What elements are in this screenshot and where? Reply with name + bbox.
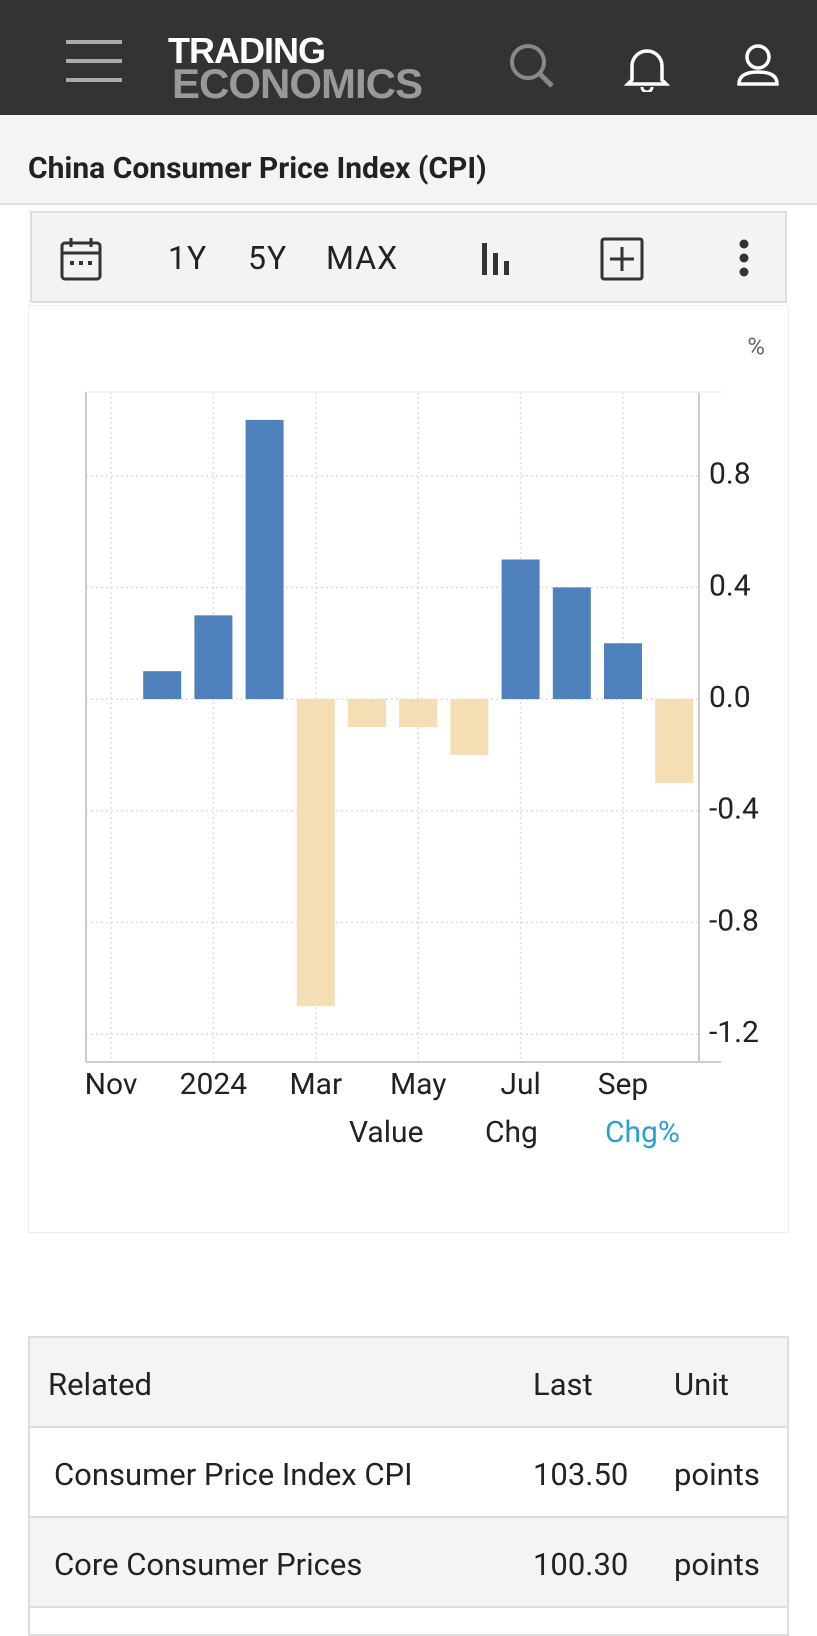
x-tick-label: Sep [598, 1067, 649, 1102]
y-tick-label: -0.8 [709, 903, 759, 938]
account-button[interactable] [736, 44, 780, 88]
legend-button[interactable]: Chg% [605, 1115, 680, 1150]
bar [604, 643, 642, 700]
unit-label: % [747, 332, 765, 360]
x-tick-label: Jul [500, 1067, 540, 1102]
page-title: China Consumer Price Index (CPI) [28, 151, 487, 186]
logo-bottom: ECONOMICS [172, 60, 423, 107]
row-unit: points [674, 1546, 760, 1583]
range-button[interactable]: 5Y [248, 239, 288, 277]
notifications-button[interactable] [624, 44, 670, 92]
menu-button[interactable] [66, 40, 124, 84]
x-tick-label: Mar [289, 1067, 342, 1102]
bar [450, 699, 489, 755]
chart: % 0.8 0.4 0.0 -0.4 -0.8 -1.2 Nov 2024 Mar May Jul S… [85, 332, 765, 1150]
table-row[interactable]: Core Consumer Prices 100.30 points [30, 1518, 787, 1608]
bar [143, 671, 182, 700]
calendar-button[interactable] [60, 237, 102, 281]
chart-panel: % 0.8 0.4 0.0 -0.4 -0.8 -1.2 Nov 2024 Mar May Jul S… [28, 305, 789, 1233]
row-last: 100.30 [533, 1546, 629, 1583]
more-button[interactable] [738, 239, 750, 279]
column-header: Related [48, 1366, 153, 1403]
column-header: Last [533, 1366, 593, 1403]
bar [245, 419, 284, 700]
row-unit: points [674, 1456, 760, 1493]
add-button[interactable] [600, 237, 644, 281]
app-header: TRADING ECONOMICS [0, 0, 817, 115]
chart-type-button[interactable] [478, 241, 514, 277]
range-button[interactable]: MAX [326, 239, 399, 277]
legend-button[interactable]: Value [349, 1115, 424, 1150]
bar [194, 615, 233, 700]
column-header: Unit [674, 1366, 729, 1403]
bar [296, 699, 335, 1007]
y-tick-label: 0.8 [709, 457, 751, 492]
logo-top: TRADING [168, 30, 326, 71]
x-tick-label: Nov [85, 1067, 138, 1102]
table-header: Related Last Unit [30, 1338, 787, 1428]
search-button[interactable] [508, 42, 556, 90]
row-name: Consumer Price Index CPI [54, 1456, 413, 1493]
title-bar: China Consumer Price Index (CPI) [0, 115, 817, 205]
y-tick-label: 0.4 [709, 568, 751, 603]
y-tick-label: -1.2 [709, 1015, 759, 1050]
bar [655, 699, 694, 783]
range-button[interactable]: 1Y [168, 239, 208, 277]
bar [399, 699, 438, 727]
bar [552, 587, 591, 700]
chart-toolbar: 1Y 5Y MAX [30, 211, 787, 303]
x-tick-label: 2024 [180, 1067, 248, 1102]
bar [501, 559, 540, 700]
bar [348, 699, 386, 727]
row-name: Core Consumer Prices [54, 1546, 363, 1583]
legend-button[interactable]: Chg [485, 1115, 538, 1150]
x-tick-label: May [390, 1067, 446, 1102]
y-tick-label: -0.4 [709, 792, 759, 827]
y-tick-label: 0.0 [709, 680, 751, 715]
related-table: Related Last Unit Consumer Price Index C… [28, 1336, 789, 1636]
table-row[interactable]: Consumer Price Index CPI 103.50 points [30, 1428, 787, 1518]
row-last: 103.50 [533, 1456, 629, 1493]
